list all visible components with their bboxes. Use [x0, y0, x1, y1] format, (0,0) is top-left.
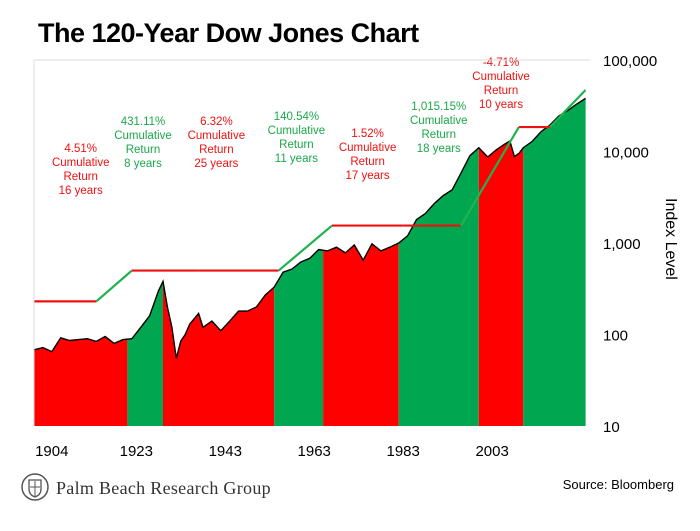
brand-name: Palm Beach Research Group: [56, 478, 271, 498]
axes: 10 100 1,000 10,000 100,000 Index Level 1904 19…: [33, 53, 679, 460]
period-band-1: [34, 336, 128, 426]
period-band-2: [127, 281, 163, 426]
x-tick-label: 2003: [475, 443, 508, 460]
chart-title: The 120-Year Dow Jones Chart: [38, 18, 419, 48]
period-annotation-7: -4.71% Cumulative Return 10 years: [472, 57, 530, 111]
trend-segment: [460, 126, 520, 227]
y-tick-label: 1,000: [603, 236, 641, 253]
period-bands: [33, 97, 586, 427]
x-tick-label: 1904: [35, 443, 68, 460]
period-band-7: [478, 141, 524, 426]
x-tick-label: 1983: [386, 443, 419, 460]
period-band-3: [163, 281, 275, 426]
period-band-6: [398, 147, 479, 426]
y-axis-label: Index Level: [662, 198, 679, 280]
y-tick-label: 10: [603, 419, 620, 436]
index-line: [33, 97, 586, 359]
trend-segment: [95, 269, 133, 303]
period-band-4: [274, 249, 324, 426]
period-band-8: [523, 98, 586, 427]
period-annotation-4: 140.54% Cumulative Return 11 years: [268, 111, 326, 165]
crest-logo-icon: [20, 472, 50, 507]
period-annotation-3: 6.32% Cumulative Return 25 years: [188, 116, 246, 170]
period-annotation-1: 4.51% Cumulative Return 16 years: [52, 143, 110, 197]
period-annotation-5: 1.52% Cumulative Return 17 years: [339, 128, 397, 182]
y-tick-label: 100: [603, 328, 628, 345]
y-tick-label: 10,000: [603, 145, 649, 162]
x-tick-label: 1943: [209, 443, 242, 460]
trend-segment: [549, 89, 587, 128]
trend-line: [34, 89, 587, 303]
period-annotation-2: 431.11% Cumulative Return 8 years: [114, 116, 172, 170]
y-tick-label: 100,000: [603, 53, 657, 70]
x-tick-label: 1963: [298, 443, 331, 460]
x-tick-label: 1923: [120, 443, 153, 460]
period-annotation-6: 1,015.15% Cumulative Return 18 years: [410, 101, 468, 155]
period-band-5: [323, 243, 399, 426]
trend-segment: [277, 224, 333, 272]
source-note: Source: Bloomberg: [562, 477, 674, 492]
